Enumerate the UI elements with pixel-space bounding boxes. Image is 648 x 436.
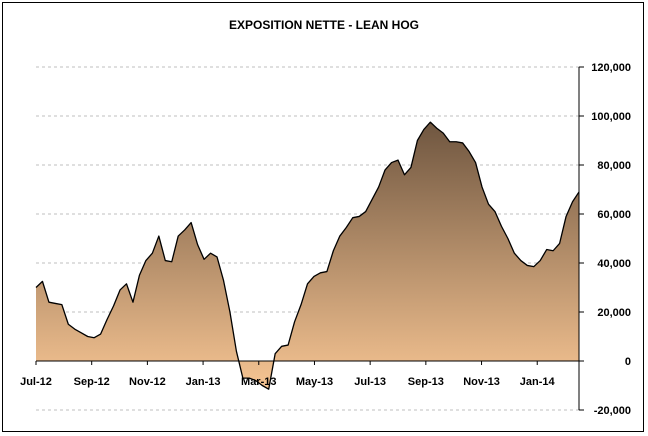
chart-frame: EXPOSITION NETTE - LEAN HOG -20,000 0 20,0…	[2, 2, 644, 432]
y-tick-label: -20,000	[594, 405, 631, 417]
y-tick-label: 40,000	[597, 258, 631, 270]
x-tick-label: Nov-13	[463, 376, 500, 388]
chart-title: EXPOSITION NETTE - LEAN HOG	[228, 18, 419, 32]
y-tick-label: 80,000	[597, 160, 631, 172]
x-tick-label: Sep-12	[74, 376, 110, 388]
y-tick-label: 100,000	[591, 111, 631, 123]
x-tick-label: Mar-13	[241, 376, 276, 388]
series-line	[35, 121, 580, 390]
x-tick-label: May-13	[296, 376, 333, 388]
x-tick-label: Sep-13	[408, 376, 444, 388]
x-tick-label: Jan-14	[520, 376, 556, 388]
x-tick-label: Jan-13	[186, 376, 221, 388]
y-tick-label: 120,000	[591, 62, 631, 74]
x-tick-label: Jul-13	[354, 376, 386, 388]
y-tick-label: 20,000	[597, 307, 631, 319]
series-area	[36, 122, 579, 390]
x-tick-label: Jul-12	[20, 376, 52, 388]
y-tick-label: 60,000	[597, 209, 631, 221]
plot-area: -20,000 0 20,000 40,000 60,000 80,000 100,000 1…	[20, 62, 631, 417]
x-tick-label: Nov-12	[129, 376, 166, 388]
y-tick-label: 0	[625, 356, 631, 368]
